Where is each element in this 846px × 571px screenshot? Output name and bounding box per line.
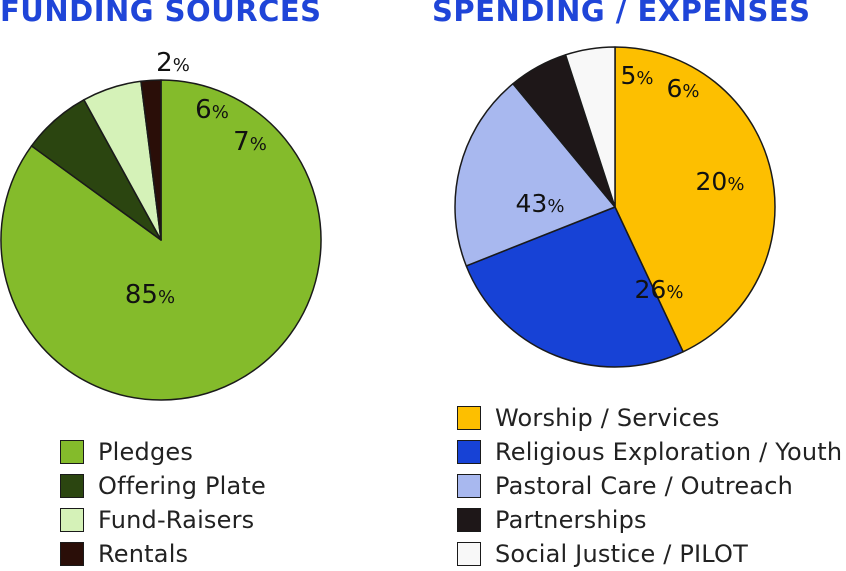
legend-label: Fund-Raisers xyxy=(98,506,255,534)
legend-label: Religious Exploration / Youth xyxy=(495,438,843,466)
legend-label: Offering Plate xyxy=(98,472,266,500)
slice-value-label-offering-plate: 7% xyxy=(233,127,267,157)
legend-swatch xyxy=(457,474,481,498)
legend-swatch xyxy=(457,406,481,430)
legend-swatch xyxy=(457,440,481,464)
spending-legend: Worship / Services Religious Exploration… xyxy=(457,401,842,571)
slice-value-label-worship-services: 43% xyxy=(516,189,565,218)
legend-item-fund-raisers: Fund-Raisers xyxy=(60,503,266,537)
legend-item-partnerships: Partnerships xyxy=(457,503,842,537)
legend-swatch xyxy=(60,542,84,566)
funding-sources-title: FUNDING SOURCES xyxy=(0,0,322,28)
legend-swatch xyxy=(457,542,481,566)
legend-item-religious-exploration-youth: Religious Exploration / Youth xyxy=(457,435,842,469)
slice-value-label-religious-exploration-youth: 26% xyxy=(635,275,684,304)
legend-item-social-justice-pilot: Social Justice / PILOT xyxy=(457,537,842,571)
slice-value-label-pastoral-care-outreach: 20% xyxy=(696,167,745,196)
funding-legend: Pledges Offering Plate Fund-Raisers Rent… xyxy=(60,435,266,571)
spending-expenses-title: SPENDING / EXPENSES xyxy=(432,0,811,28)
pie-slice-rentals xyxy=(140,79,162,241)
legend-label: Worship / Services xyxy=(495,404,720,432)
legend-item-pledges: Pledges xyxy=(60,435,266,469)
slice-value-label-partnerships: 6% xyxy=(666,74,699,103)
legend-item-worship-services: Worship / Services xyxy=(457,401,842,435)
slice-value-label-fund-raisers: 6% xyxy=(195,95,229,125)
legend-label: Pastoral Care / Outreach xyxy=(495,472,794,500)
legend-label: Partnerships xyxy=(495,506,647,534)
legend-label: Social Justice / PILOT xyxy=(495,540,748,568)
pie-slice-worship-services xyxy=(614,46,776,353)
legend-label: Rentals xyxy=(98,540,189,568)
slice-value-label-social-justice-pilot: 5% xyxy=(620,61,653,90)
legend-swatch xyxy=(457,508,481,532)
legend-swatch xyxy=(60,508,84,532)
legend-item-pastoral-care-outreach: Pastoral Care / Outreach xyxy=(457,469,842,503)
pie-slice-pastoral-care-outreach xyxy=(454,82,616,267)
legend-swatch xyxy=(60,440,84,464)
legend-swatch xyxy=(60,474,84,498)
pie-slice-social-justice-pilot xyxy=(564,46,616,208)
pie-slice-religious-exploration-youth xyxy=(465,206,684,368)
slice-value-label-pledges: 85% xyxy=(125,280,175,310)
legend-label: Pledges xyxy=(98,438,194,466)
legend-item-offering-plate: Offering Plate xyxy=(60,469,266,503)
slice-value-label-rentals: 2% xyxy=(156,48,190,78)
legend-item-rentals: Rentals xyxy=(60,537,266,571)
